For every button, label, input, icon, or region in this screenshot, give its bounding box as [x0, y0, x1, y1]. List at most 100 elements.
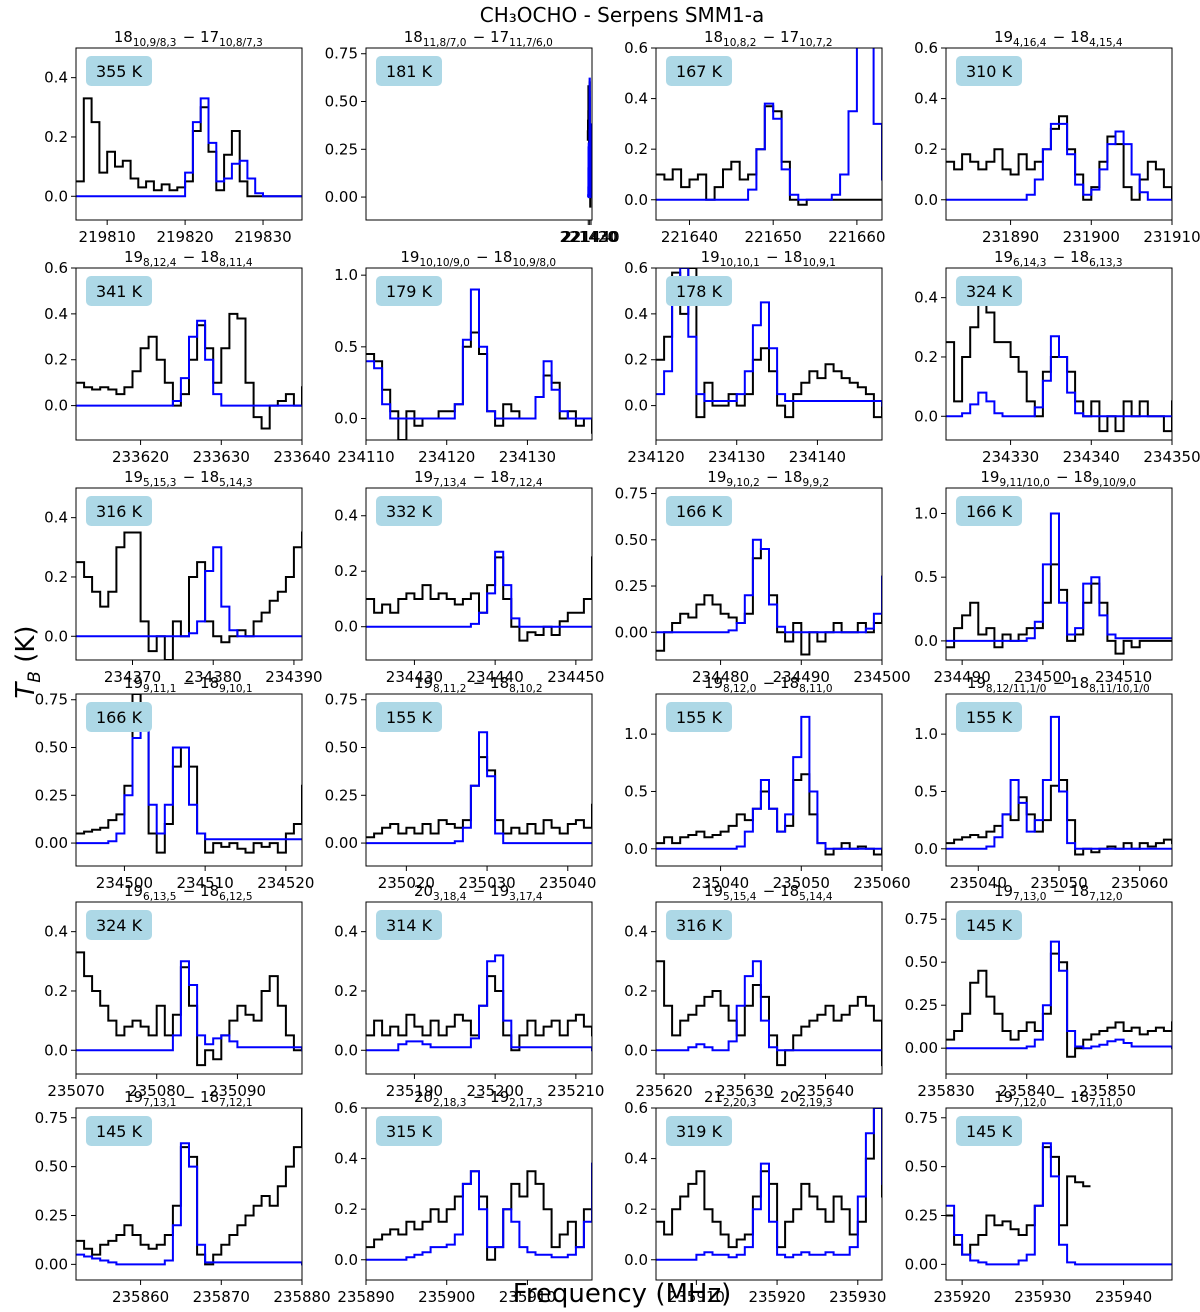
temperature-badge-label: 324 K [966, 282, 1013, 301]
y-tick-label: 0.4 [914, 289, 938, 307]
panel-title: 1810,9/8,3 − 1710,8/7,3 [114, 28, 265, 49]
model-spectrum-line [76, 1142, 302, 1266]
spectrum-panel: 194,16,4 − 184,15,4 231890 231900 231910 0.… [914, 28, 1200, 246]
spectrum-panel: 198,12,0 − 188,11,0 235040 235050 235060 0.… [624, 674, 910, 892]
y-tick-label: 0.50 [325, 93, 358, 111]
x-tick-label: 235050 [1030, 874, 1087, 892]
spectrum-panel: 199,11,1 − 189,10,1 234500 234510 234520 0.… [35, 674, 315, 892]
x-tick-label: 234390 [265, 668, 322, 686]
observed-spectrum-line [76, 531, 302, 660]
temperature-badge-label: 314 K [386, 916, 433, 935]
spectrum-panel: 202,18,3 − 192,17,3 235890 235900 235910 0.… [334, 1088, 593, 1306]
y-tick-label: 0.25 [35, 1207, 68, 1225]
spectrum-panel: 1910,10,1 − 1810,9,1 234120 234130 234140 0… [624, 248, 883, 466]
observed-spectrum-line [656, 773, 882, 856]
x-tick-label: 235870 [193, 1288, 250, 1306]
model-spectrum-line [366, 550, 592, 628]
observed-spectrum-line [76, 694, 302, 854]
x-tick-label: 235930 [1014, 1288, 1071, 1306]
temperature-badge-label: 166 K [966, 502, 1013, 521]
y-tick-label: 0.2 [624, 351, 648, 369]
y-tick-label: 0.50 [35, 1158, 68, 1176]
x-tick-label: 234500 [1014, 668, 1071, 686]
x-tick-label: 234520 [257, 874, 314, 892]
panel-frame [365, 693, 593, 867]
x-tick-label: 234130 [708, 448, 765, 466]
observed-spectrum-line [656, 960, 882, 1067]
panel-frame [75, 1107, 303, 1281]
y-tick-label: 0.0 [624, 191, 648, 209]
y-tick-label: 0.4 [44, 69, 68, 87]
temperature-badge [86, 496, 152, 526]
y-tick-label: 0.4 [624, 90, 648, 108]
panel-frame [365, 487, 593, 661]
x-tick-label: 235840 [998, 1082, 1055, 1100]
x-tick-label: 235860 [112, 1288, 169, 1306]
x-tick-label: 219810 [79, 228, 136, 246]
temperature-badge [86, 1116, 152, 1146]
x-tick-label: 234350 [1143, 448, 1200, 466]
model-spectrum-line [366, 731, 592, 845]
temperature-badge-label: 145 K [966, 916, 1013, 935]
x-tick-label: 231910 [1143, 228, 1200, 246]
x-tick-label: 234330 [982, 448, 1039, 466]
panel-frame [655, 901, 883, 1075]
temperature-badge-label: 332 K [386, 502, 433, 521]
y-tick-label: 0.2 [624, 140, 648, 158]
y-tick-label: 0.2 [914, 140, 938, 158]
temperature-badge [666, 1116, 732, 1146]
y-tick-label: 0.0 [44, 397, 68, 415]
panel-title: 197,13,1 − 187,12,1 [124, 1088, 254, 1109]
observed-spectrum-line [946, 779, 1172, 856]
x-tick-label: 235050 [773, 874, 830, 892]
y-tick-label: 0.6 [44, 259, 68, 277]
observed-spectrum-line [946, 115, 1172, 201]
y-tick-label: 0.6 [624, 259, 648, 277]
y-tick-label: 0.0 [334, 410, 358, 428]
x-tick-label: 235920 [934, 1288, 991, 1306]
x-tick-label: 235210 [547, 1082, 604, 1100]
model-spectrum-line [656, 1108, 882, 1261]
y-tick-label: 0.50 [905, 953, 938, 971]
y-tick-label: 0.2 [624, 1200, 648, 1218]
temperature-badge [956, 1116, 1022, 1146]
x-tick-label: 234440 [467, 668, 524, 686]
y-tick-label: 0.75 [615, 485, 648, 503]
spectrum-panel: 197,13,0 − 187,12,0 235830 235840 235850 0.… [905, 882, 1173, 1100]
model-spectrum-line [946, 335, 1172, 418]
x-tick-label: 235070 [47, 1082, 104, 1100]
x-tick-label: 219820 [156, 228, 213, 246]
spectrum-panel: 199,10,2 − 189,9,2 234480 234490 234500 0.0… [615, 468, 911, 686]
x-tick-label: 234480 [692, 668, 749, 686]
y-tick-label: 0.25 [905, 996, 938, 1014]
model-spectrum-line [366, 288, 592, 420]
y-tick-label: 0.0 [914, 191, 938, 209]
y-tick-label: 0.0 [624, 1251, 648, 1269]
spectrum-panel: 197,12,0 − 187,11,0 235920 235930 235940 0.… [905, 1088, 1173, 1306]
y-tick-label: 0.0 [334, 618, 358, 636]
panel-title: 199,11/10,0 − 189,10/9,0 [980, 468, 1137, 489]
y-tick-label: 0.5 [914, 782, 938, 800]
model-spectrum-line [656, 715, 882, 850]
spectrum-panel: 196,14,3 − 186,13,3 234330 234340 234350 0.… [914, 248, 1200, 466]
panel-title: 197,13,4 − 187,12,4 [414, 468, 544, 489]
x-tick-label: 234490 [773, 668, 830, 686]
y-tick-label: 0.25 [325, 140, 358, 158]
model-spectrum-line [656, 538, 882, 634]
panel-frame [655, 693, 883, 867]
model-spectrum-line [366, 954, 592, 1052]
x-tick-label: 235200 [467, 1082, 524, 1100]
panel-frame [655, 47, 883, 221]
x-tick-label: 235060 [1111, 874, 1168, 892]
x-tick-label: 235910 [499, 1288, 556, 1306]
y-tick-label: 0.2 [334, 1200, 358, 1218]
spectrum-panel: 1810,9/8,3 − 1710,8/7,3 219810 219820 2198… [44, 28, 303, 246]
x-tick-label: 221430 [561, 228, 618, 246]
x-tick-label: 235020 [378, 874, 435, 892]
y-tick-label: 0.00 [905, 1255, 938, 1273]
temperature-badge-label: 341 K [96, 282, 143, 301]
panel-title: 199,10,2 − 189,9,2 [707, 468, 830, 489]
x-tick-label: 235040 [539, 874, 596, 892]
x-tick-label: 234120 [418, 448, 475, 466]
model-spectrum-line [76, 97, 302, 198]
